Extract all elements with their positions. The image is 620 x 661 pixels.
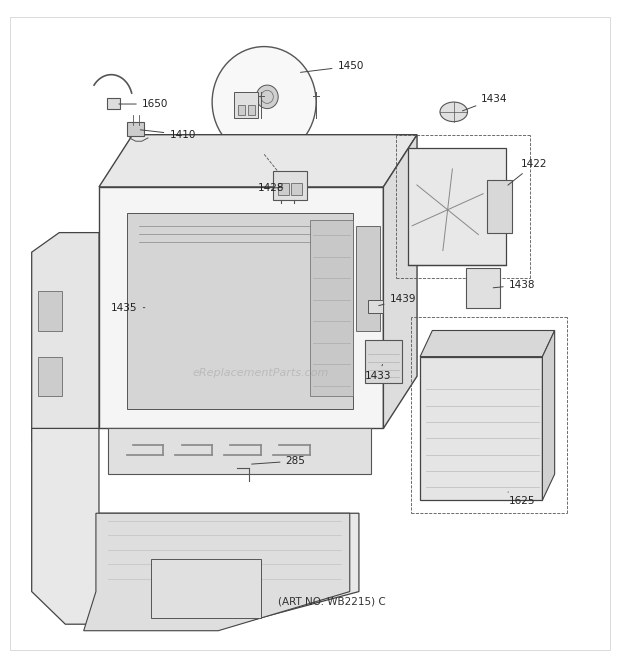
Polygon shape	[356, 226, 380, 330]
Polygon shape	[99, 187, 383, 428]
Bar	[151, 559, 261, 617]
Polygon shape	[108, 428, 371, 474]
Text: 1434: 1434	[463, 94, 508, 111]
Text: 1435: 1435	[111, 303, 145, 313]
Text: 1433: 1433	[365, 364, 392, 381]
Circle shape	[212, 46, 316, 157]
Bar	[247, 105, 255, 115]
Polygon shape	[408, 148, 506, 265]
Bar	[487, 180, 512, 233]
Polygon shape	[32, 233, 99, 461]
Circle shape	[420, 180, 475, 239]
Bar	[126, 122, 144, 136]
Text: 1625: 1625	[508, 492, 535, 506]
Polygon shape	[32, 428, 359, 624]
Polygon shape	[542, 330, 555, 500]
Bar	[107, 98, 120, 108]
Text: 1450: 1450	[301, 61, 364, 72]
Polygon shape	[99, 135, 417, 187]
Polygon shape	[310, 219, 353, 396]
Circle shape	[468, 356, 495, 384]
Text: 285: 285	[252, 456, 306, 466]
Text: 1650: 1650	[119, 99, 168, 109]
Text: 1439: 1439	[379, 294, 416, 305]
Text: (ART NO. WB2215) C: (ART NO. WB2215) C	[278, 596, 385, 606]
Ellipse shape	[440, 102, 467, 122]
Polygon shape	[420, 356, 542, 500]
Circle shape	[408, 167, 487, 253]
Bar	[365, 340, 402, 383]
Text: 1438: 1438	[493, 280, 535, 290]
Text: 1410: 1410	[140, 130, 196, 139]
Bar	[234, 93, 258, 118]
Text: 1428: 1428	[258, 183, 285, 193]
Polygon shape	[126, 213, 353, 408]
Bar	[291, 183, 302, 195]
Bar	[278, 183, 289, 195]
Bar	[38, 292, 62, 330]
Bar	[38, 356, 62, 396]
Polygon shape	[420, 330, 555, 356]
Text: 1422: 1422	[508, 159, 547, 185]
Bar	[238, 105, 245, 115]
Polygon shape	[84, 513, 350, 631]
Circle shape	[256, 85, 278, 108]
Bar	[368, 300, 383, 313]
Polygon shape	[383, 135, 417, 428]
Text: eReplacementParts.com: eReplacementParts.com	[193, 368, 329, 378]
Bar	[273, 171, 307, 200]
Bar	[466, 268, 500, 307]
